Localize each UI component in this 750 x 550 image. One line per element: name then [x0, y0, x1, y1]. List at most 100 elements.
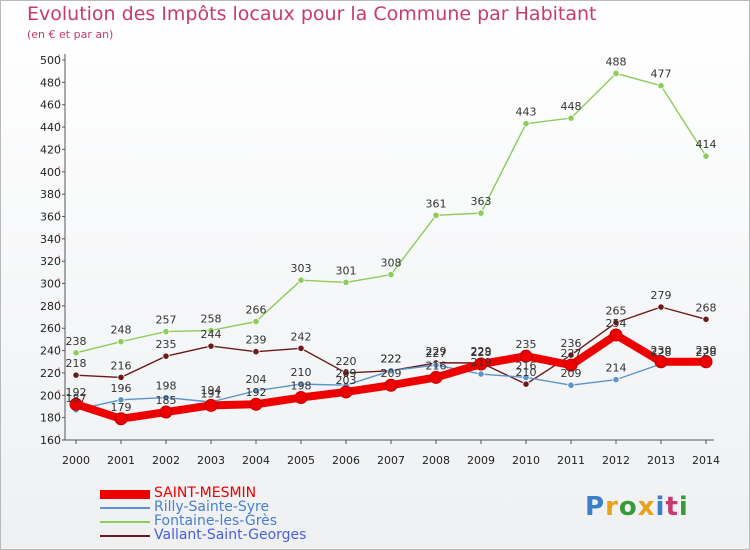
series-point-3	[162, 352, 170, 360]
data-label-2: 238	[66, 335, 87, 348]
data-label-3: 239	[246, 334, 267, 347]
series-point-2	[657, 82, 665, 90]
data-label-3: 220	[336, 355, 357, 368]
data-label-2: 301	[336, 264, 357, 277]
data-label-0: 191	[201, 387, 222, 400]
data-label-3: 222	[381, 353, 402, 366]
logo-letter: i	[655, 492, 666, 522]
data-label-3: 268	[696, 301, 717, 314]
data-label-3: 229	[426, 345, 447, 358]
data-label-3: 236	[561, 337, 582, 350]
legend-label: SAINT-MESMIN	[154, 485, 257, 501]
series-point-2	[477, 209, 485, 217]
y-tick-label: 200	[40, 389, 61, 402]
series-point-0	[699, 355, 713, 369]
series-point-0	[69, 397, 83, 411]
data-label-0: 230	[651, 344, 672, 357]
series-point-1	[567, 381, 575, 389]
y-tick-label: 480	[40, 76, 61, 89]
series-point-2	[522, 120, 530, 128]
legend-label: Fontaine-les-Grès	[154, 513, 278, 529]
series-point-3	[297, 344, 305, 352]
series-point-1	[432, 361, 440, 369]
data-label-3: 235	[156, 338, 177, 351]
x-tick-label: 2012	[602, 454, 630, 467]
data-label-3: 210	[516, 366, 537, 379]
data-label-3: 244	[201, 328, 222, 341]
data-label-0: 185	[156, 394, 177, 407]
chart-series	[69, 69, 713, 426]
data-label-0: 235	[516, 338, 537, 351]
data-label-0: 230	[696, 344, 717, 357]
data-label-1: 216	[516, 359, 537, 372]
data-label-2: 448	[561, 100, 582, 113]
chart-axes: 160 180 200 220 240 260 280 300 320 340 360 380 400 4…	[40, 54, 720, 467]
series-point-2	[252, 317, 260, 326]
series-point-0	[519, 349, 533, 363]
logo-letter: P	[585, 492, 606, 522]
x-tick-label: 2007	[377, 454, 405, 467]
data-label-1: 227	[426, 347, 447, 360]
x-tick-label: 2009	[467, 454, 495, 467]
data-label-2: 266	[246, 304, 267, 317]
data-label-1: 209	[561, 367, 582, 380]
data-label-1: 194	[201, 384, 222, 397]
series-point-3	[657, 303, 665, 311]
series-point-3	[252, 348, 260, 356]
data-label-1: 204	[246, 373, 267, 386]
series-point-2	[387, 270, 395, 279]
data-label-0: 216	[426, 359, 447, 372]
series-point-3	[702, 315, 710, 323]
data-label-0: 198	[291, 380, 312, 393]
data-label-2: 414	[696, 138, 717, 151]
data-label-1: 198	[156, 380, 177, 393]
series-point-1	[117, 396, 125, 404]
logo-letter: r	[605, 492, 619, 522]
series-point-0	[249, 397, 263, 411]
series-point-2	[297, 276, 305, 284]
y-tick-label: 280	[40, 300, 61, 313]
series-point-2	[702, 152, 710, 160]
data-label-0: 209	[381, 367, 402, 380]
series-point-0	[294, 391, 308, 405]
x-tick-label: 2002	[152, 454, 180, 467]
data-label-1: 228	[696, 346, 717, 359]
data-label-2: 477	[651, 68, 672, 81]
series-point-0	[204, 398, 218, 412]
y-tick-label: 180	[40, 412, 61, 425]
proxiti-logo: Proxiti	[585, 492, 689, 522]
data-label-0: 227	[561, 347, 582, 360]
x-tick-label: 2013	[647, 454, 675, 467]
data-label-3: 279	[651, 289, 672, 302]
series-point-1	[612, 376, 620, 384]
data-label-0: 228	[471, 346, 492, 359]
data-label-1: 222	[381, 353, 402, 366]
data-label-2: 443	[516, 106, 537, 119]
y-tick-label: 240	[40, 345, 61, 358]
series-point-3	[117, 373, 125, 382]
x-tick-label: 2010	[512, 454, 540, 467]
data-label-2: 308	[381, 257, 402, 270]
y-tick-label: 360	[40, 210, 61, 223]
series-point-1	[162, 393, 170, 402]
y-tick-label: 400	[40, 166, 61, 179]
series-point-3	[567, 351, 575, 359]
series-point-0	[384, 378, 398, 392]
logo-letter: x	[637, 492, 656, 522]
y-tick-label: 340	[40, 233, 61, 246]
data-label-1: 214	[606, 362, 627, 375]
x-tick-label: 2001	[107, 454, 135, 467]
data-label-0: 192	[66, 386, 87, 399]
series-point-2	[567, 114, 575, 122]
series-point-1	[522, 373, 530, 382]
series-point-0	[609, 328, 623, 342]
y-tick-label: 420	[40, 143, 61, 156]
series-point-0	[114, 412, 128, 426]
series-point-2	[72, 349, 80, 357]
legend-swatch	[100, 507, 150, 509]
y-tick-label: 440	[40, 121, 61, 134]
y-tick-label: 260	[40, 322, 61, 335]
data-label-3: 229	[471, 345, 492, 358]
